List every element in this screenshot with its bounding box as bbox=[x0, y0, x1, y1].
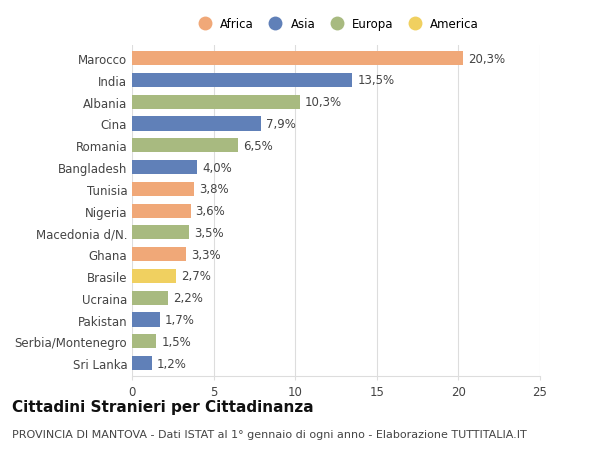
Bar bbox=[132, 226, 189, 240]
Text: 10,3%: 10,3% bbox=[305, 96, 342, 109]
Text: 2,7%: 2,7% bbox=[181, 270, 211, 283]
Bar bbox=[132, 204, 191, 218]
Bar bbox=[132, 356, 152, 370]
Text: 13,5%: 13,5% bbox=[357, 74, 394, 87]
Bar bbox=[132, 291, 168, 305]
Bar bbox=[132, 182, 194, 196]
Bar bbox=[132, 313, 160, 327]
Text: 1,2%: 1,2% bbox=[157, 357, 187, 370]
Text: 4,0%: 4,0% bbox=[202, 161, 232, 174]
Bar bbox=[132, 247, 186, 262]
Text: 20,3%: 20,3% bbox=[468, 52, 505, 66]
Text: 3,3%: 3,3% bbox=[191, 248, 220, 261]
Text: 6,5%: 6,5% bbox=[243, 140, 273, 152]
Bar bbox=[132, 335, 157, 349]
Text: 1,5%: 1,5% bbox=[161, 335, 191, 348]
Text: 7,9%: 7,9% bbox=[266, 118, 296, 131]
Bar bbox=[132, 161, 197, 175]
Text: 3,5%: 3,5% bbox=[194, 226, 224, 239]
Bar bbox=[132, 269, 176, 284]
Bar bbox=[132, 117, 261, 131]
Bar bbox=[132, 73, 352, 88]
Legend: Africa, Asia, Europa, America: Africa, Asia, Europa, America bbox=[191, 16, 481, 34]
Bar bbox=[132, 52, 463, 66]
Text: Cittadini Stranieri per Cittadinanza: Cittadini Stranieri per Cittadinanza bbox=[12, 399, 314, 414]
Text: 1,7%: 1,7% bbox=[164, 313, 194, 326]
Text: 3,8%: 3,8% bbox=[199, 183, 229, 196]
Text: 2,2%: 2,2% bbox=[173, 291, 203, 305]
Bar bbox=[132, 139, 238, 153]
Text: PROVINCIA DI MANTOVA - Dati ISTAT al 1° gennaio di ogni anno - Elaborazione TUTT: PROVINCIA DI MANTOVA - Dati ISTAT al 1° … bbox=[12, 429, 527, 439]
Text: 3,6%: 3,6% bbox=[196, 205, 226, 218]
Bar bbox=[132, 95, 300, 110]
